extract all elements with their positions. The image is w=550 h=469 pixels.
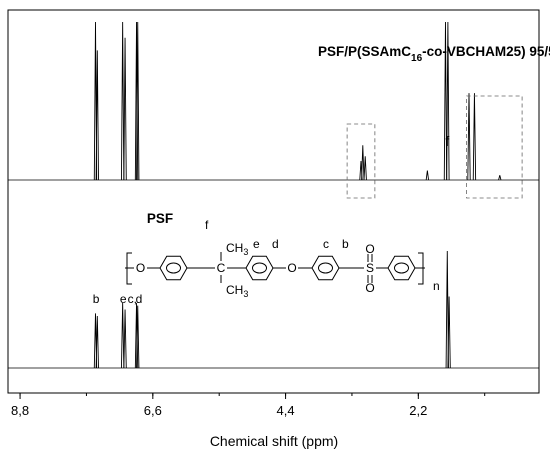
svg-text:e: e: [253, 237, 260, 251]
ring-1: [159, 255, 188, 281]
peak-0-9: [425, 170, 430, 181]
svg-text:C: C: [217, 261, 226, 275]
svg-text:O: O: [365, 242, 374, 256]
bottom-panel-title: PSF: [147, 211, 173, 226]
ring-3: [311, 255, 340, 281]
peak-1-5: [136, 305, 140, 369]
peak-label-1-0: b: [93, 292, 100, 306]
peak-0-10: [443, 21, 448, 181]
peak-label-1-2: c,: [128, 292, 137, 306]
spectra-group: [8, 21, 539, 369]
peak-labels: fb e c,d: [93, 133, 450, 306]
highlight-box-0: [346, 123, 376, 199]
svg-text:O: O: [287, 261, 296, 275]
highlight-boxes: [346, 95, 523, 199]
svg-text:S: S: [366, 261, 374, 275]
highlight-box-1: [466, 95, 523, 199]
svg-text:O: O: [136, 261, 145, 275]
peak-1-1: [95, 315, 99, 369]
structure-text: O C O S O O CH3 CH3 f e d c b n: [136, 218, 440, 299]
peak-0-7: [361, 145, 365, 181]
svg-text:c: c: [323, 237, 329, 251]
x-axis-label: Chemical shift (ppm): [210, 433, 338, 449]
peak-0-8: [363, 156, 367, 181]
peak-0-1: [95, 50, 99, 181]
svg-text:O: O: [365, 281, 374, 295]
peak-0-14: [498, 175, 502, 181]
peak-0-3: [123, 37, 127, 181]
x-tick-label-2: 4,4: [277, 403, 295, 418]
ring-4: [387, 255, 416, 281]
peak-0-11: [446, 21, 450, 181]
svg-text:CH3: CH3: [226, 241, 248, 257]
peak-0-13: [472, 93, 477, 181]
peak-0-12: [467, 93, 471, 181]
peak-label-1-1: e: [120, 292, 127, 306]
svg-text:d: d: [272, 237, 279, 251]
svg-text:CH3: CH3: [226, 283, 248, 299]
top-panel-title: PSF/P(SSAmC16-co-VBCHAM25) 95/5: [318, 44, 550, 64]
psf-structure: [125, 252, 425, 285]
ring-2: [245, 255, 274, 281]
x-axis: 8,8 6,6 4,4 2,2: [11, 393, 486, 418]
peak-0-5: [136, 21, 140, 181]
peak-1-2: [121, 302, 125, 369]
svg-text:n: n: [433, 279, 440, 293]
peak-label-1-3: d: [136, 292, 143, 306]
peak-1-7: [447, 296, 451, 369]
svg-text:f: f: [205, 218, 209, 232]
svg-text:b: b: [342, 237, 349, 251]
peak-label-0-0: f: [445, 133, 449, 149]
peak-0-2: [121, 21, 125, 181]
plot-frame: [7, 9, 540, 394]
peak-1-3: [123, 309, 127, 369]
x-tick-label-1: 6,6: [144, 403, 162, 418]
x-tick-label-3: 2,2: [409, 403, 427, 418]
x-tick-label-0: 8,8: [11, 403, 29, 418]
peak-1-6: [445, 250, 449, 369]
